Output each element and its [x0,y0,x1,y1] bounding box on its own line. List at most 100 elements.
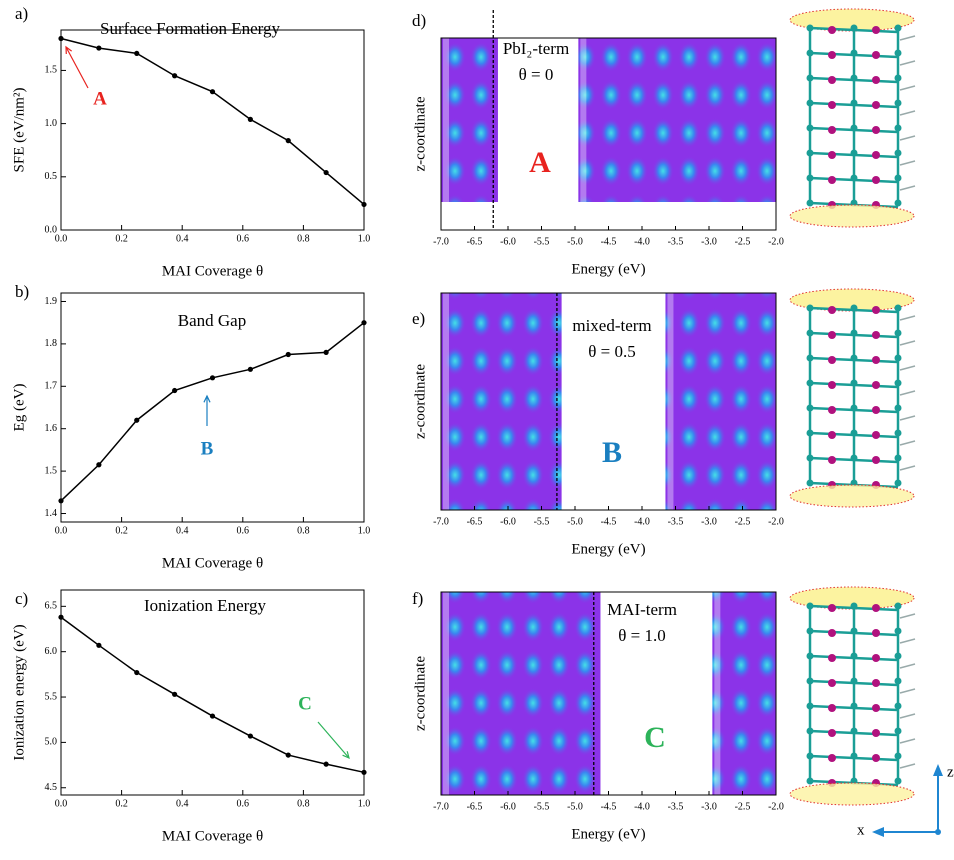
atom [895,728,902,735]
x-tick-label: -3.0 [701,236,717,247]
atom [895,678,902,685]
atom [828,51,836,59]
annotation: A [93,88,107,109]
x-tick-label: -4.0 [634,801,650,812]
annotation: PbI₂-term [503,39,569,58]
atom [872,456,880,464]
atom [851,678,858,685]
data-point [361,770,366,775]
panel-label: f) [412,589,423,608]
atom [828,406,836,414]
y-tick-label: 1.7 [45,381,58,392]
band-edge [443,293,449,510]
atom [872,406,880,414]
organic [900,86,915,90]
band-edge [443,38,449,202]
atom [851,125,858,132]
x-tick-label: 0.4 [176,798,189,809]
atom [895,125,902,132]
atom [807,330,814,337]
density-band [441,293,562,510]
series-line [61,39,364,205]
atom [872,356,880,364]
atom [828,629,836,637]
atom [851,430,858,437]
data-point [248,733,253,738]
atom [895,430,902,437]
annotation: C [298,693,312,714]
atom [851,305,858,312]
x-tick-label: -5.0 [567,236,583,247]
atom [807,100,814,107]
data-point [324,350,329,355]
y-tick-label: 1.9 [45,296,58,307]
atom [807,50,814,57]
x-axis-title: MAI Coverage θ [162,263,263,279]
x-tick-label: -7.0 [433,516,449,527]
x-tick-label: -3.5 [668,801,684,812]
atom [807,305,814,312]
x-tick-label: -6.0 [500,801,516,812]
density-band [441,592,600,795]
atom [828,704,836,712]
x-tick-label: -2.0 [768,236,784,247]
atom [807,200,814,207]
atom [895,330,902,337]
x-tick-label: -3.5 [668,236,684,247]
atom [895,200,902,207]
x-tick-label: 0.0 [55,525,68,536]
x-tick-label: -3.0 [701,801,717,812]
atom [828,331,836,339]
data-point [248,117,253,122]
atom [895,405,902,412]
x-tick-label: -6.0 [500,516,516,527]
atom [851,50,858,57]
atom [851,405,858,412]
atom [895,355,902,362]
atom [872,306,880,314]
atom [807,653,814,660]
organic [900,391,915,395]
atom [828,729,836,737]
data-point [134,418,139,423]
atom [851,455,858,462]
data-point [58,498,63,503]
atom [851,703,858,710]
x-tick-label: -5.5 [534,801,550,812]
x-tick-label: -2.0 [768,516,784,527]
annotation: MAI-term [607,600,677,619]
x-tick-label: -7.0 [433,236,449,247]
atom [872,629,880,637]
x-axis-title: Energy (eV) [571,826,645,842]
atom [851,75,858,82]
organic [900,441,915,445]
data-point [286,352,291,357]
data-point [58,36,63,41]
band-edge [443,592,449,795]
state-letter: A [529,146,551,179]
atom [807,703,814,710]
atom [851,175,858,182]
x-tick-label: 0.4 [176,233,189,244]
atom [807,380,814,387]
atom [872,26,880,34]
x-tick-label: -2.5 [735,236,751,247]
atom [895,175,902,182]
atom [851,330,858,337]
atom [828,76,836,84]
x-tick-label: -7.0 [433,801,449,812]
y-axis-title: Eg (eV) [11,384,27,432]
y-tick-label: 6.0 [45,646,58,657]
x-tick-label: 0.8 [297,525,310,536]
panel-label: a) [15,4,28,23]
y-tick-label: 1.5 [45,465,58,476]
y-axis-title: z-coordinate [412,96,428,171]
surface-ellipse [790,783,914,805]
atom [851,653,858,660]
atom [851,150,858,157]
state-letter: C [644,721,666,754]
organic [900,739,915,743]
y-tick-label: 1.0 [45,118,58,129]
x-tick-label: -3.5 [668,516,684,527]
atom [895,628,902,635]
